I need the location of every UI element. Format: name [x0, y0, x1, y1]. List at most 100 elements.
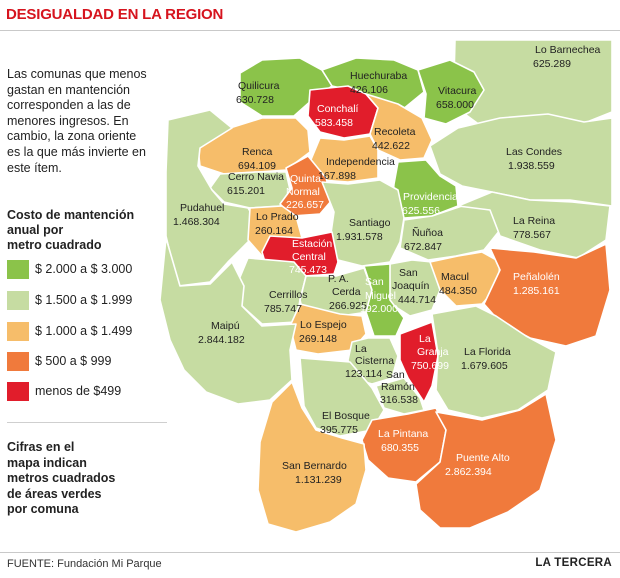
- comuna-name-la-granja: Granja: [417, 346, 449, 358]
- comuna-value-maipu: 2.844.182: [198, 334, 245, 346]
- legend-swatch: [7, 290, 29, 310]
- comuna-name-maipu: Maipú: [211, 320, 240, 332]
- comuna-la-florida: [431, 305, 557, 419]
- comuna-value-quinta-normal: 226.657: [286, 199, 324, 211]
- comuna-value-san-joaquin: 444.714: [398, 294, 436, 306]
- comunas-map: Lo Barnechea 625.289 Quilicura 630.728 Huech…: [159, 39, 613, 533]
- comuna-name-penalolen: Peñalolén: [513, 271, 560, 283]
- comuna-value-la-cisterna: 123.114: [345, 368, 382, 380]
- comuna-maipu: [159, 237, 297, 405]
- comuna-vitacura: [417, 59, 485, 125]
- comuna-value-vitacura: 658.000: [436, 99, 474, 111]
- legend-label: $ 1.000 a $ 1.499: [35, 324, 133, 338]
- legend-swatch: [7, 351, 29, 371]
- comuna-san-miguel: [363, 263, 405, 337]
- footer-rule: [0, 552, 620, 553]
- legend-title: Costo de mantención anual por metro cuad…: [7, 208, 135, 252]
- comuna-value-huechuraba: 426.106: [350, 84, 388, 96]
- comuna-name-renca: Renca: [242, 146, 273, 158]
- comuna-value-pudahuel: 1.468.304: [173, 216, 220, 228]
- legend-item: menos de $499: [7, 380, 121, 402]
- comuna-name-recoleta: Recoleta: [374, 126, 416, 138]
- legend-swatch: [7, 381, 29, 401]
- comuna-name-puente-alto: Puente Alto: [456, 452, 510, 464]
- comuna-value-quilicura: 630.728: [236, 94, 274, 106]
- comuna-name-lo-prado: Lo Prado: [256, 211, 299, 223]
- map-note: Cifras en el mapa indican metros cuadrad…: [7, 440, 116, 516]
- comuna-name-santiago: Santiago: [349, 217, 391, 229]
- comuna-name-estacion-central: Central: [292, 251, 326, 263]
- comuna-name-san-joaquin: San: [399, 267, 418, 279]
- comuna-value-providencia: 625.556: [402, 205, 440, 217]
- comuna-value-puente-alto: 2.862.394: [445, 466, 492, 478]
- comuna-value-lo-barnechea: 625.289: [533, 58, 571, 70]
- comuna-name-pudahuel: Pudahuel: [180, 202, 224, 214]
- comuna-name-san-ramon: San: [386, 369, 405, 381]
- comuna-value-nunoa: 672.847: [404, 241, 442, 253]
- comuna-value-san-miguel: 192.000: [360, 303, 398, 315]
- comuna-penalolen: [483, 243, 611, 347]
- comuna-name-la-granja: La: [419, 333, 431, 345]
- comuna-value-santiago: 1.931.578: [336, 231, 383, 243]
- comuna-value-la-reina: 778.567: [513, 229, 551, 241]
- legend-label: menos de $499: [35, 384, 122, 398]
- comuna-value-lo-prado: 260.164: [255, 225, 293, 237]
- legend-item: $ 500 a $ 999: [7, 350, 111, 372]
- map-title: DESIGUALDAD EN LA REGION: [6, 6, 224, 23]
- comuna-quinta-normal: [279, 155, 333, 217]
- intro-text: Las comunas que menos gastan en mantenci…: [7, 67, 147, 175]
- comuna-name-el-bosque: El Bosque: [322, 410, 370, 422]
- legend-item: $ 1.000 a $ 1.499: [7, 320, 132, 342]
- comuna-name-san-ramon: Ramón: [381, 381, 415, 393]
- comuna-name-pa-cerda: P. A.: [328, 273, 349, 285]
- comuna-name-huechuraba: Huechuraba: [350, 70, 407, 82]
- comuna-value-san-ramon: 316.538: [380, 394, 418, 406]
- comuna-value-recoleta: 442.622: [372, 140, 410, 152]
- comuna-name-vitacura: Vitacura: [438, 85, 476, 97]
- comuna-value-san-bernardo: 1.131.239: [295, 474, 342, 486]
- comuna-name-nunoa: Ñuñoa: [412, 226, 443, 239]
- comuna-puente-alto: [415, 393, 557, 529]
- comuna-name-pa-cerda: Cerda: [332, 286, 361, 298]
- comuna-value-independencia: 167.898: [318, 170, 356, 182]
- comuna-name-la-cisterna: La: [355, 343, 367, 355]
- comuna-name-la-cisterna: Cisterna: [355, 355, 394, 367]
- comuna-name-san-joaquin: Joaquín: [392, 280, 430, 292]
- source-credit: FUENTE: Fundación Mi Parque: [7, 558, 162, 570]
- comuna-value-pa-cerda: 266.925: [329, 300, 367, 312]
- comuna-las-condes: [429, 113, 613, 207]
- comuna-value-cerro-navia: 615.201: [227, 185, 265, 197]
- comuna-value-la-pintana: 680.355: [381, 442, 419, 454]
- comuna-la-granja: [399, 321, 439, 403]
- comuna-value-las-condes: 1.938.559: [508, 160, 555, 172]
- comuna-name-quilicura: Quilicura: [238, 80, 280, 92]
- legend-label: $ 2.000 a $ 3.000: [35, 262, 133, 276]
- title-rule: [0, 30, 620, 31]
- comuna-value-lo-espejo: 269.148: [299, 333, 337, 345]
- comuna-name-lo-barnechea: Lo Barnechea: [535, 44, 601, 56]
- comuna-la-reina: [457, 191, 611, 259]
- comuna-name-la-pintana: La Pintana: [378, 428, 428, 440]
- comuna-name-la-reina: La Reina: [513, 215, 555, 227]
- comuna-name-las-condes: Las Condes: [506, 146, 562, 158]
- comuna-name-cerro-navia: Cerro Navia: [228, 171, 284, 183]
- comuna-san-bernardo: [257, 381, 367, 533]
- comuna-name-providencia: Providencia: [403, 191, 458, 203]
- comuna-nunoa: [399, 205, 501, 261]
- comuna-name-quinta-normal: Quinta: [290, 173, 321, 185]
- comuna-name-san-miguel: Miguel: [365, 290, 396, 302]
- comuna-name-lo-espejo: Lo Espejo: [300, 319, 347, 331]
- comuna-name-la-florida: La Florida: [464, 346, 511, 358]
- comuna-value-cerrillos: 785.747: [264, 303, 302, 315]
- comuna-value-la-florida: 1.679.605: [461, 360, 508, 372]
- comuna-value-macul: 484.350: [439, 285, 477, 297]
- comuna-name-independencia: Independencia: [326, 156, 395, 168]
- comuna-name-cerrillos: Cerrillos: [269, 289, 308, 301]
- legend-separator: [7, 422, 167, 423]
- comuna-name-macul: Macul: [441, 271, 469, 283]
- comuna-name-quinta-normal: Normal: [286, 186, 320, 198]
- comuna-name-estacion-central: Estación: [292, 238, 332, 250]
- comuna-name-san-miguel: San: [365, 276, 384, 288]
- legend-label: $ 1.500 a $ 1.999: [35, 293, 133, 307]
- comuna-value-la-granja: 750.699: [411, 360, 449, 372]
